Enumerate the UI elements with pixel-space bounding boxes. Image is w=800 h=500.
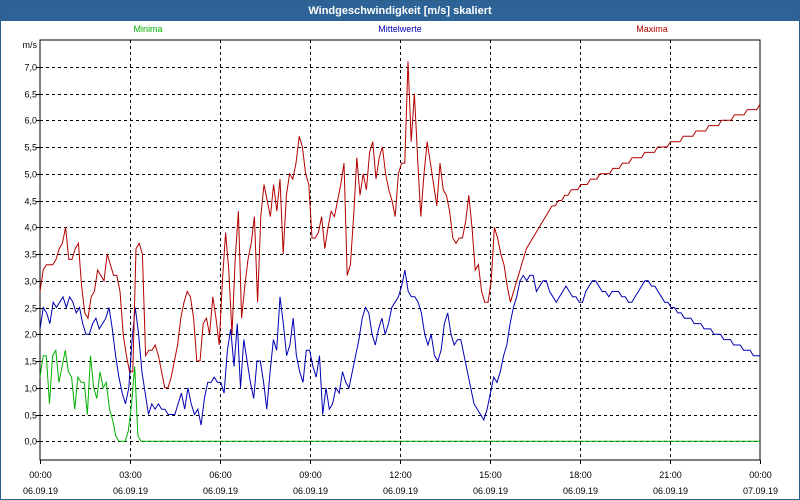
- y-tick-label: 4,0: [24, 223, 37, 233]
- y-tick-label: 4,5: [24, 197, 37, 207]
- x-tick-date: 06.09.19: [203, 486, 238, 496]
- y-tick-label: 5,0: [24, 170, 37, 180]
- x-tick-time: 12:00: [389, 470, 412, 480]
- series-line-maxima: [39, 61, 761, 389]
- y-tick-label: 0,5: [24, 411, 37, 421]
- series-line-mittelwerte: [39, 269, 760, 426]
- x-tick-date: 06.09.19: [113, 486, 148, 496]
- x-tick-date: 07.09.19: [743, 486, 778, 496]
- x-tick-time: 06:00: [209, 470, 232, 480]
- y-tick-label: 2,5: [24, 304, 37, 314]
- x-tick-date: 06.09.19: [563, 486, 598, 496]
- y-tick-label: 0,0: [24, 437, 37, 447]
- legend-minima: Minima: [133, 24, 162, 34]
- x-tick-date: 06.09.19: [383, 486, 418, 496]
- x-tick-time: 00:00: [29, 470, 52, 480]
- x-tick-date: 06.09.19: [23, 486, 58, 496]
- x-tick-time: 15:00: [479, 470, 502, 480]
- x-tick-time: 00:00: [749, 470, 772, 480]
- x-tick-time: 03:00: [119, 470, 142, 480]
- legend-mittelwerte: Mittelwerte: [378, 24, 422, 34]
- y-tick-label: 3,5: [24, 250, 37, 260]
- legend-maxima: Maxima: [636, 24, 668, 34]
- series-line-minima: [39, 348, 760, 442]
- y-tick-label: 1,5: [24, 357, 37, 367]
- y-tick-label: 6,0: [24, 116, 37, 126]
- x-tick-date: 06.09.19: [473, 486, 508, 496]
- y-tick-label: 3,0: [24, 277, 37, 287]
- x-tick-time: 18:00: [569, 470, 592, 480]
- y-tick-label: 5,5: [24, 143, 37, 153]
- chart-title: Windgeschwindigkeit [m/s] skaliert: [1, 1, 799, 21]
- x-tick-date: 06.09.19: [293, 486, 328, 496]
- y-tick-label: 2,0: [24, 330, 37, 340]
- x-tick-date: 06.09.19: [653, 486, 688, 496]
- y-axis-label: m/s: [23, 40, 38, 50]
- x-tick-time: 09:00: [299, 470, 322, 480]
- y-tick-label: 7,0: [24, 63, 37, 73]
- y-tick-label: 6,5: [24, 90, 37, 100]
- x-tick-time: 21:00: [659, 470, 682, 480]
- y-tick-label: 1,0: [24, 384, 37, 394]
